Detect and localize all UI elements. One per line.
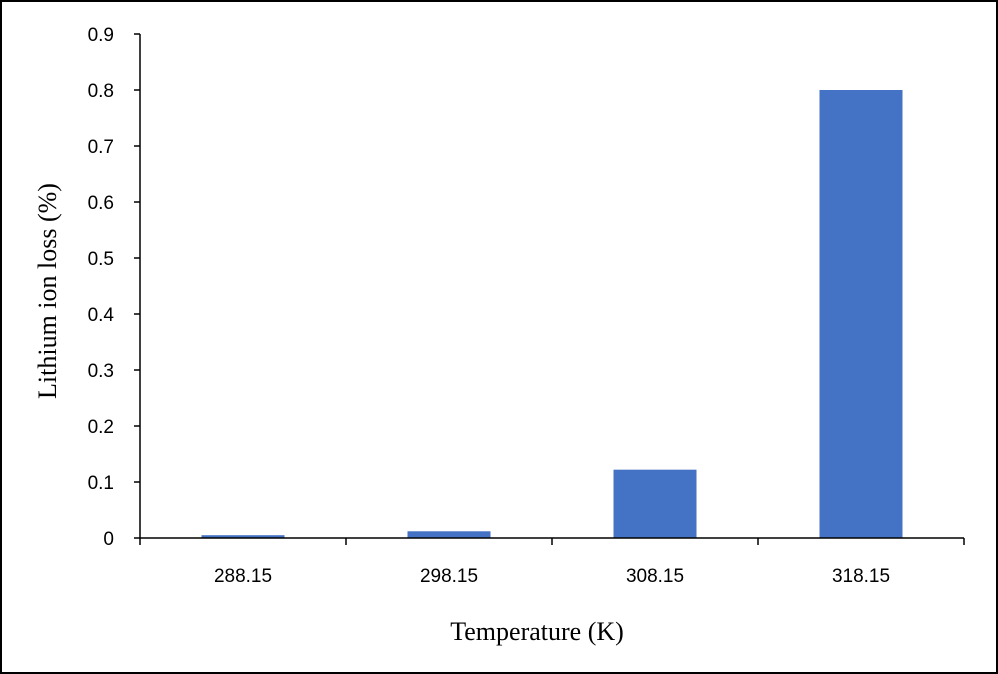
x-axis-ticks: 288.15 298.15 308.15 318.15 — [139, 538, 965, 587]
y-tick-label: 0.5 — [88, 249, 114, 270]
y-axis-title: Lithium ion loss (%) — [33, 183, 62, 399]
x-tick-label: 308.15 — [626, 566, 684, 587]
y-tick-label: 0.2 — [88, 417, 114, 438]
y-tick-label: 0.4 — [88, 305, 115, 326]
y-tick-label: 0.3 — [88, 361, 114, 382]
y-tick-label: 0.8 — [88, 81, 114, 102]
bars — [201, 90, 903, 538]
bar-288-15 — [201, 535, 285, 538]
x-tick-label: 298.15 — [420, 566, 478, 587]
bar-318-15 — [819, 90, 903, 538]
x-axis-title: Temperature (K) — [450, 617, 624, 646]
y-tick-label: 0.6 — [88, 193, 114, 214]
x-tick-label: 318.15 — [832, 566, 890, 587]
y-tick-label: 0.7 — [88, 137, 114, 158]
y-tick-label: 0.1 — [88, 473, 114, 494]
y-tick-label: 0.9 — [88, 25, 114, 46]
y-tick-label: 0 — [103, 529, 114, 550]
bar-308-15 — [613, 469, 697, 538]
bar-298-15 — [407, 531, 491, 538]
y-axis-ticks: 0 0.1 0.2 0.3 0.4 0.5 0.6 0.7 0.8 0.9 — [88, 25, 140, 550]
x-tick-label: 288.15 — [214, 566, 272, 587]
